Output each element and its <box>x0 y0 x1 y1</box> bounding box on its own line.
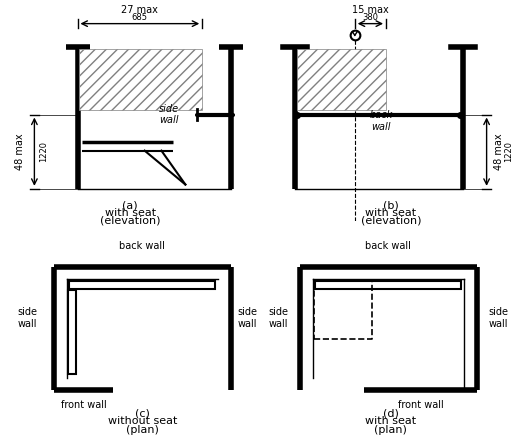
Text: (elevation): (elevation) <box>361 216 421 225</box>
Text: (plan): (plan) <box>126 425 159 435</box>
Text: side
wall: side wall <box>158 104 179 125</box>
Text: 1220: 1220 <box>40 141 48 162</box>
FancyBboxPatch shape <box>315 281 462 289</box>
Text: 27 max: 27 max <box>121 5 158 15</box>
Text: side
wall: side wall <box>268 307 288 329</box>
FancyBboxPatch shape <box>69 281 215 289</box>
Text: 1220: 1220 <box>504 141 513 162</box>
Text: back
wall: back wall <box>369 110 393 132</box>
Text: (b): (b) <box>383 201 399 211</box>
Text: with seat: with seat <box>365 208 416 218</box>
Text: (elevation): (elevation) <box>100 216 160 225</box>
Text: (c): (c) <box>135 408 150 418</box>
Text: side
wall: side wall <box>238 307 258 329</box>
Text: with seat: with seat <box>365 416 416 426</box>
Text: (a): (a) <box>122 201 138 211</box>
Text: with seat: with seat <box>105 208 156 218</box>
Text: back wall: back wall <box>365 241 411 251</box>
Text: 48 max: 48 max <box>493 133 504 170</box>
Text: side
wall: side wall <box>17 307 37 329</box>
Polygon shape <box>297 49 386 110</box>
FancyBboxPatch shape <box>68 290 76 374</box>
Text: 380: 380 <box>363 12 378 22</box>
Text: 15 max: 15 max <box>352 5 389 15</box>
Text: front wall: front wall <box>60 400 106 410</box>
Text: 685: 685 <box>132 12 148 22</box>
Text: (d): (d) <box>383 408 399 418</box>
Text: without seat: without seat <box>107 416 177 426</box>
Polygon shape <box>79 49 202 110</box>
Text: (plan): (plan) <box>374 425 407 435</box>
Text: side
wall: side wall <box>489 307 508 329</box>
Text: front wall: front wall <box>398 400 443 410</box>
Text: back wall: back wall <box>119 241 165 251</box>
Text: 48 max: 48 max <box>15 133 25 170</box>
